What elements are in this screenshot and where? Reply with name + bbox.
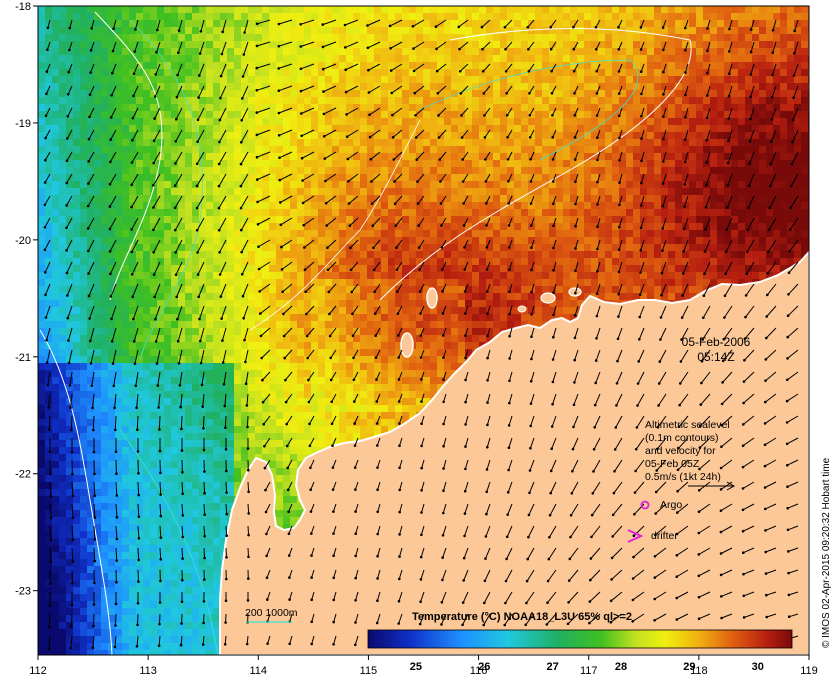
longitude-axis: 112 113 114 115 116 117 118 119	[29, 655, 818, 677]
land-mass	[219, 250, 809, 655]
info-line-2: (0.1m contours)	[645, 432, 719, 444]
colorbar-tick-label: 30	[752, 661, 764, 673]
info-line-4: 05-Feb 05Z	[645, 458, 700, 470]
credit-label: © IMOS 02-Apr-2015 09:20:32 Hobart time	[821, 457, 832, 648]
x-tick-label: 117	[580, 665, 598, 677]
x-tick-label: 113	[139, 665, 157, 677]
colorbar-title: Temperature (°C) NOAA18_L3U 65% ql>=2	[412, 611, 632, 623]
y-tick-label: -20	[15, 235, 31, 247]
colorbar-gradient	[367, 629, 793, 649]
scale-arrow-icon	[688, 481, 736, 491]
colorbar-tick-label: 25	[410, 661, 422, 673]
argo-legend: Argo	[640, 499, 682, 511]
colorbar-tick-label: 26	[478, 661, 490, 673]
map-plot-area	[38, 6, 809, 655]
argo-icon	[640, 500, 650, 510]
isobath-label: 200 1000m	[245, 607, 298, 619]
y-tick-label: -23	[15, 586, 31, 598]
y-tick-label: -21	[15, 352, 31, 364]
colorbar-tick-label: 28	[615, 661, 627, 673]
x-tick-label: 119	[800, 665, 818, 677]
x-tick-label: 114	[250, 665, 268, 677]
x-tick-label: 112	[29, 665, 47, 677]
y-tick-label: -18	[15, 1, 31, 13]
time-label: 05:14Z	[697, 350, 734, 364]
islands	[400, 287, 582, 358]
info-line-1: Altimetric sealevel	[645, 419, 730, 431]
x-tick-label: 116	[470, 665, 488, 677]
info-line-3: and velocity for	[645, 445, 716, 457]
info-line-5: 0.5m/s (1kt 24h)	[645, 471, 721, 483]
colorbar-ticks: 25 26 27 28 29 30	[410, 661, 764, 673]
colorbar-tick-label: 29	[683, 661, 695, 673]
x-tick-label: 115	[360, 665, 378, 677]
colorbar-tick-label: 27	[547, 661, 559, 673]
info-block: Altimetric sealevel (0.1m contours) and …	[645, 419, 736, 491]
x-tick-label: 118	[690, 665, 708, 677]
date-label: 05-Feb-2006	[682, 335, 751, 349]
isobath-legend: 200 1000m	[245, 607, 298, 623]
sealevel-contours	[39, 11, 692, 655]
drifter-legend: drifter	[627, 529, 678, 543]
drifter-icon	[627, 529, 644, 543]
plot-frame	[37, 5, 810, 656]
y-tick-label: -19	[15, 118, 31, 130]
colorbar: Temperature (°C) NOAA18_L3U 65% ql>=2 25…	[367, 611, 793, 673]
velocity-vectors	[43, 19, 799, 651]
drifter-label: drifter	[651, 530, 678, 542]
y-tick-label: -22	[15, 469, 31, 481]
latitude-axis: -18 -19 -20 -21 -22 -23	[15, 1, 38, 598]
argo-label: Argo	[660, 499, 682, 511]
